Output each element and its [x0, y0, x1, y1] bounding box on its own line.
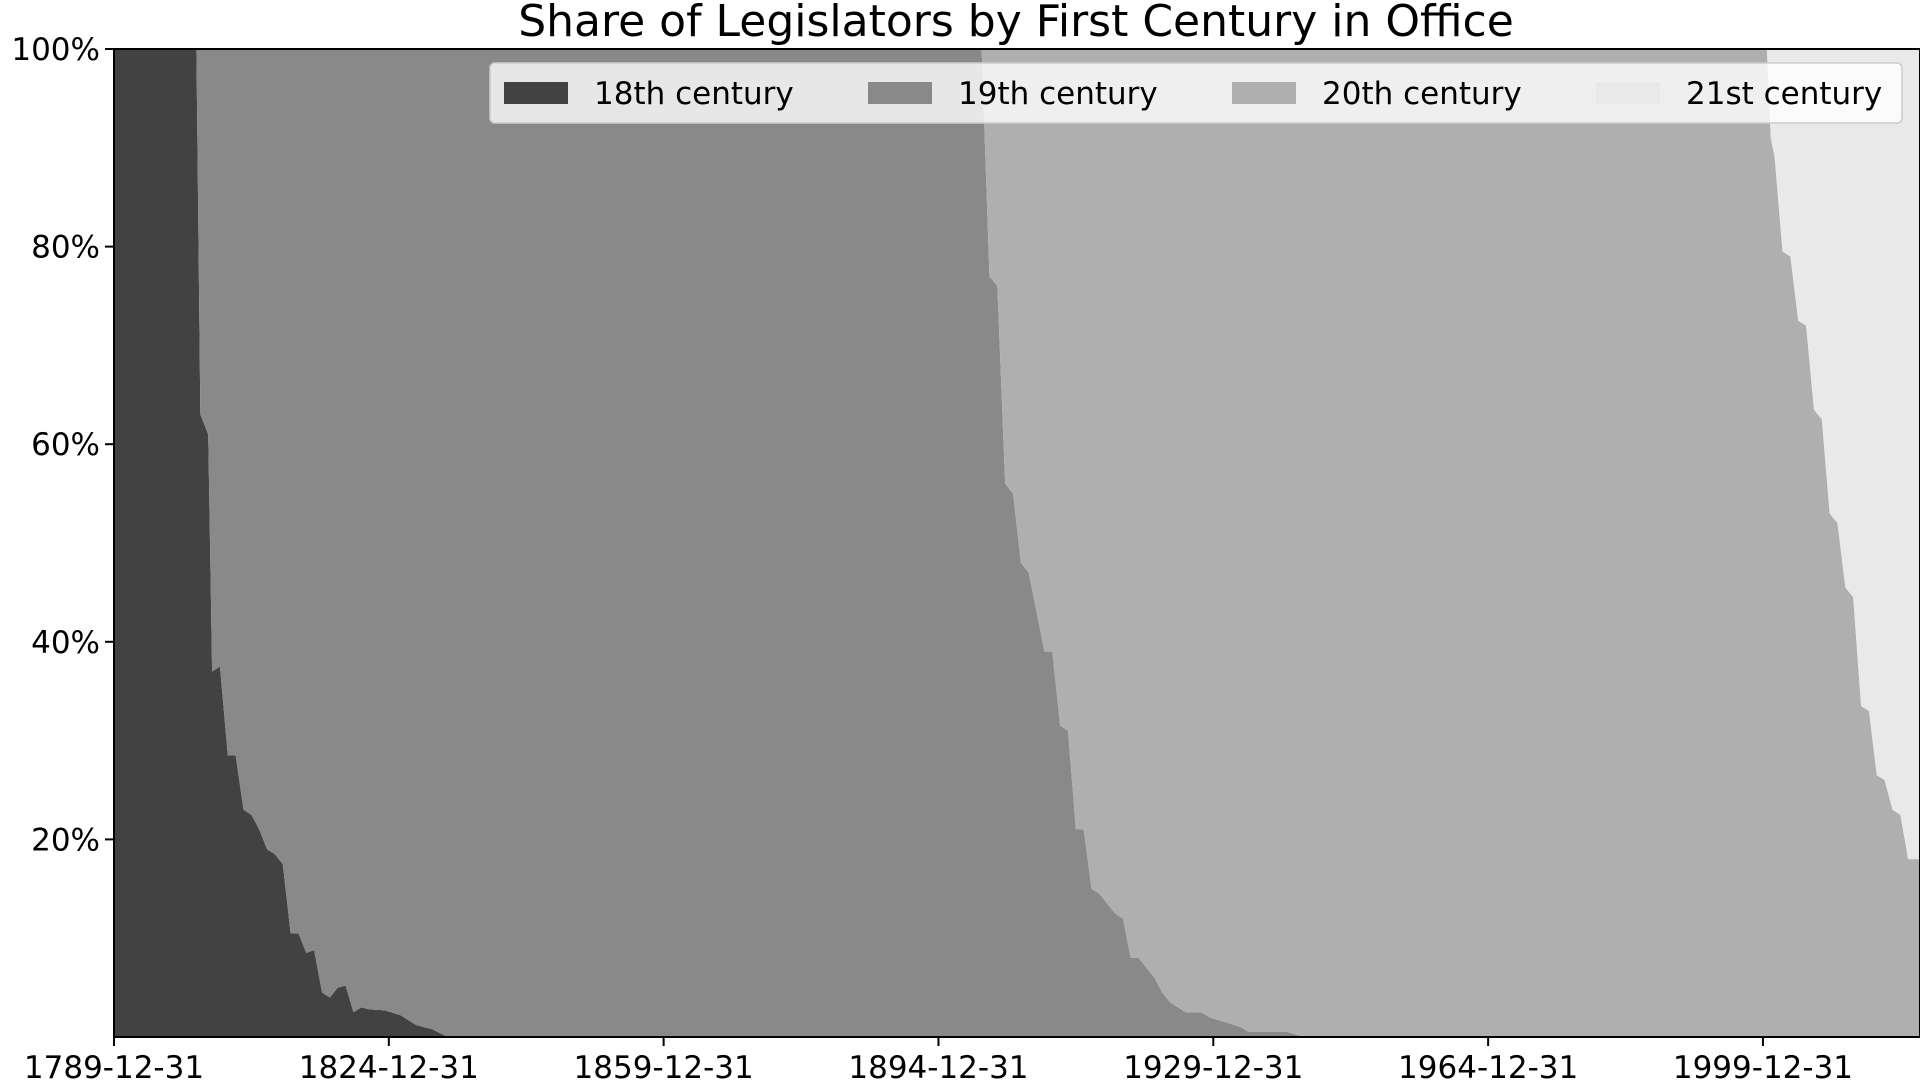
legend-swatch-18th-century [504, 82, 568, 104]
chart-title: Share of Legislators by First Century in… [518, 0, 1514, 47]
x-tick-label: 1999-12-31 [1673, 1050, 1853, 1080]
area-20th-century [114, 49, 1920, 1037]
legend-label-18th-century: 18th century [594, 76, 794, 112]
legend-label-21st-century: 21st century [1686, 76, 1882, 112]
y-tick-label: 20% [31, 822, 100, 858]
legend-box [489, 62, 1903, 124]
legend-label-20th-century: 20th century [1322, 76, 1522, 112]
x-tick-label: 1859-12-31 [574, 1050, 754, 1080]
x-tick-label: 1789-12-31 [24, 1050, 204, 1080]
x-axis: 1789-12-31 1824-12-31 1859-12-31 1894-12-31… [24, 1037, 1853, 1084]
legend-swatch-20th-century [1232, 82, 1296, 104]
y-tick-label: 60% [31, 427, 100, 463]
legend-swatch-19th-century [868, 82, 932, 104]
area-18th-century [114, 49, 1920, 1037]
x-tick-label: 1824-12-31 [299, 1050, 479, 1080]
area-19th-century [114, 49, 1920, 1037]
legend-label-19th-century: 19th century [958, 76, 1158, 112]
y-tick-label: 80% [31, 230, 100, 266]
x-tick-label: 1894-12-31 [848, 1050, 1028, 1080]
y-tick-label: 100% [11, 32, 100, 68]
x-tick-label: 1964-12-31 [1398, 1050, 1578, 1080]
x-tick-label: 1929-12-31 [1123, 1050, 1303, 1080]
y-tick-label: 40% [31, 625, 100, 661]
legend: 18th century 19th century 20th century 21st… [489, 62, 1903, 124]
areas-layer [114, 49, 1920, 1037]
y-axis: 20% 40% 60% 80% 100% [11, 32, 114, 858]
legend-swatch-21st-century [1596, 82, 1660, 104]
plot-frame [113, 48, 1920, 1038]
